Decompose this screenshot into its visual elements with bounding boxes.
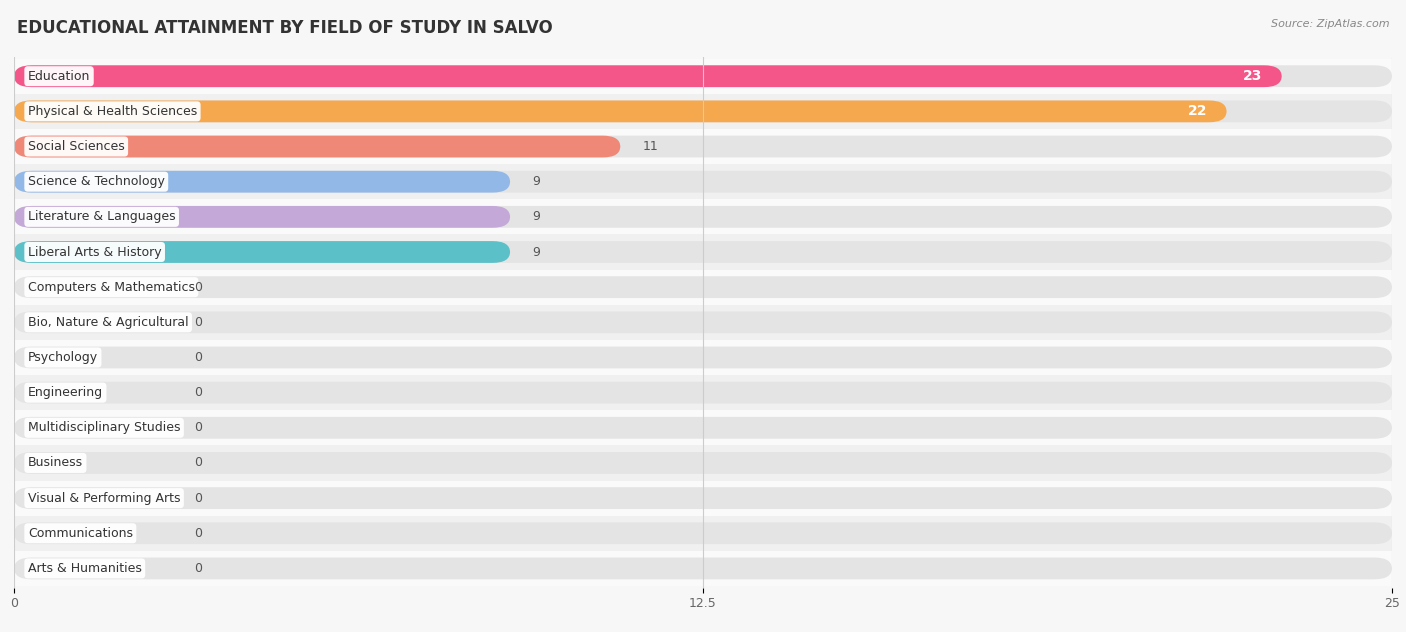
FancyBboxPatch shape xyxy=(14,65,1392,87)
FancyBboxPatch shape xyxy=(14,206,510,228)
FancyBboxPatch shape xyxy=(0,59,1406,94)
Text: 22: 22 xyxy=(1188,104,1208,118)
Text: 0: 0 xyxy=(194,456,202,470)
Text: EDUCATIONAL ATTAINMENT BY FIELD OF STUDY IN SALVO: EDUCATIONAL ATTAINMENT BY FIELD OF STUDY… xyxy=(17,19,553,37)
Text: 23: 23 xyxy=(1243,70,1263,83)
FancyBboxPatch shape xyxy=(14,312,1392,333)
Text: 0: 0 xyxy=(194,492,202,504)
FancyBboxPatch shape xyxy=(0,340,1406,375)
Text: 0: 0 xyxy=(194,562,202,575)
FancyBboxPatch shape xyxy=(14,346,1392,368)
FancyBboxPatch shape xyxy=(14,100,1226,122)
Text: 9: 9 xyxy=(531,245,540,258)
FancyBboxPatch shape xyxy=(14,452,1392,474)
FancyBboxPatch shape xyxy=(0,551,1406,586)
Text: Multidisciplinary Studies: Multidisciplinary Studies xyxy=(28,422,180,434)
FancyBboxPatch shape xyxy=(0,199,1406,234)
FancyBboxPatch shape xyxy=(14,100,1392,122)
Text: 9: 9 xyxy=(531,210,540,223)
Text: 9: 9 xyxy=(531,175,540,188)
FancyBboxPatch shape xyxy=(0,375,1406,410)
FancyBboxPatch shape xyxy=(0,129,1406,164)
FancyBboxPatch shape xyxy=(0,270,1406,305)
Text: Liberal Arts & History: Liberal Arts & History xyxy=(28,245,162,258)
FancyBboxPatch shape xyxy=(0,164,1406,199)
FancyBboxPatch shape xyxy=(14,65,1282,87)
Text: Bio, Nature & Agricultural: Bio, Nature & Agricultural xyxy=(28,316,188,329)
FancyBboxPatch shape xyxy=(14,241,510,263)
FancyBboxPatch shape xyxy=(14,276,1392,298)
Text: Computers & Mathematics: Computers & Mathematics xyxy=(28,281,195,294)
FancyBboxPatch shape xyxy=(0,234,1406,270)
Text: Arts & Humanities: Arts & Humanities xyxy=(28,562,142,575)
FancyBboxPatch shape xyxy=(0,94,1406,129)
FancyBboxPatch shape xyxy=(14,523,1392,544)
FancyBboxPatch shape xyxy=(14,171,1392,193)
Text: Physical & Health Sciences: Physical & Health Sciences xyxy=(28,105,197,118)
FancyBboxPatch shape xyxy=(14,136,1392,157)
FancyBboxPatch shape xyxy=(14,206,1392,228)
FancyBboxPatch shape xyxy=(14,417,1392,439)
FancyBboxPatch shape xyxy=(14,382,1392,404)
FancyBboxPatch shape xyxy=(14,487,1392,509)
Text: Social Sciences: Social Sciences xyxy=(28,140,125,153)
Text: Communications: Communications xyxy=(28,526,132,540)
FancyBboxPatch shape xyxy=(0,480,1406,516)
Text: Science & Technology: Science & Technology xyxy=(28,175,165,188)
FancyBboxPatch shape xyxy=(14,557,1392,580)
FancyBboxPatch shape xyxy=(14,241,1392,263)
FancyBboxPatch shape xyxy=(0,516,1406,551)
Text: 0: 0 xyxy=(194,351,202,364)
Text: 0: 0 xyxy=(194,526,202,540)
Text: Education: Education xyxy=(28,70,90,83)
FancyBboxPatch shape xyxy=(0,305,1406,340)
FancyBboxPatch shape xyxy=(0,410,1406,446)
Text: 0: 0 xyxy=(194,281,202,294)
Text: Engineering: Engineering xyxy=(28,386,103,399)
Text: 0: 0 xyxy=(194,386,202,399)
Text: Psychology: Psychology xyxy=(28,351,98,364)
Text: Source: ZipAtlas.com: Source: ZipAtlas.com xyxy=(1271,19,1389,29)
Text: Literature & Languages: Literature & Languages xyxy=(28,210,176,223)
FancyBboxPatch shape xyxy=(0,446,1406,480)
Text: Visual & Performing Arts: Visual & Performing Arts xyxy=(28,492,180,504)
Text: 0: 0 xyxy=(194,316,202,329)
Text: 0: 0 xyxy=(194,422,202,434)
Text: Business: Business xyxy=(28,456,83,470)
Text: 11: 11 xyxy=(643,140,658,153)
FancyBboxPatch shape xyxy=(14,171,510,193)
FancyBboxPatch shape xyxy=(14,136,620,157)
